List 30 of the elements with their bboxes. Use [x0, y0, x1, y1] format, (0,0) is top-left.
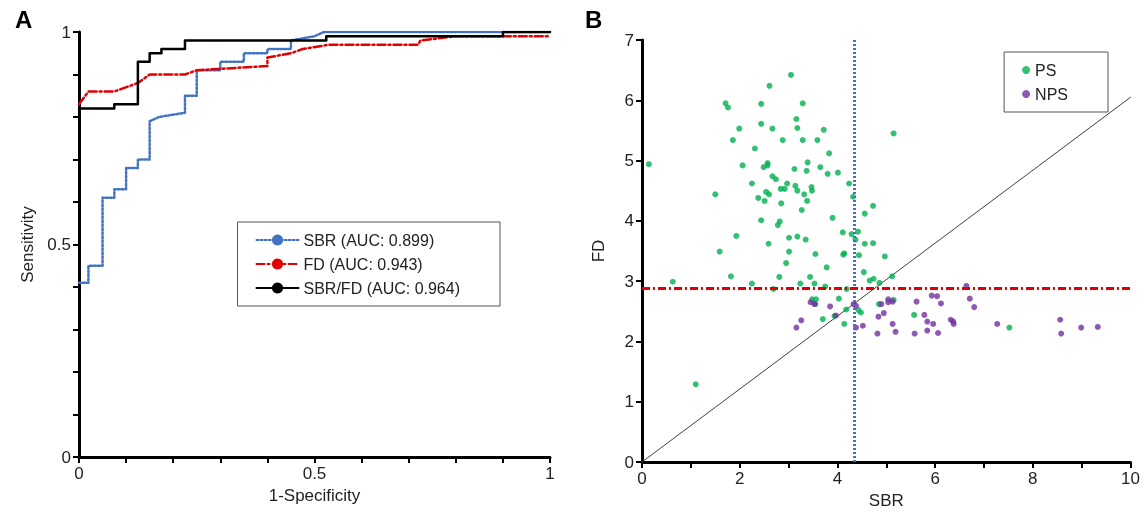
y-axis-title: FD — [589, 239, 608, 263]
y-tick-label: 1 — [624, 392, 634, 412]
x-tick-label: 1 — [545, 464, 555, 483]
chart-title: A — [15, 5, 33, 33]
x-tick-label: 6 — [930, 469, 940, 488]
y-axis-title: Sensitivity — [18, 205, 38, 283]
y-tick-label: 0.5 — [47, 235, 71, 254]
x-tick-label: 0 — [74, 464, 84, 483]
chart-title: B — [585, 5, 603, 33]
x-tick-label: 0.5 — [302, 464, 327, 483]
y-tick-label: 2 — [624, 331, 634, 351]
legend-label: SBR (AUC: 0.899) — [303, 231, 435, 249]
y-tick-label: 1 — [61, 22, 71, 42]
y-tick-label: 5 — [624, 151, 634, 171]
x-tick-label: 8 — [1028, 469, 1038, 488]
y-tick-label: 0 — [61, 447, 71, 467]
legend-label: PS — [1035, 61, 1057, 79]
legend-label: NPS — [1035, 85, 1069, 103]
x-tick-label: 4 — [832, 469, 843, 488]
y-tick-label: 4 — [624, 211, 634, 231]
legend-label: FD (AUC: 0.943) — [303, 255, 423, 273]
x-tick-label: 0 — [637, 469, 647, 488]
y-tick-label: 7 — [624, 30, 634, 50]
x-axis-title: SBR — [868, 491, 904, 510]
legend-label: SBR/FD (AUC: 0.964) — [303, 279, 460, 297]
x-tick-label: 10 — [1121, 469, 1141, 488]
y-tick-label: 3 — [624, 271, 634, 291]
y-tick-label: 6 — [624, 90, 634, 110]
x-tick-label: 2 — [734, 469, 745, 488]
x-axis-title: 1-Specificity — [268, 486, 361, 505]
